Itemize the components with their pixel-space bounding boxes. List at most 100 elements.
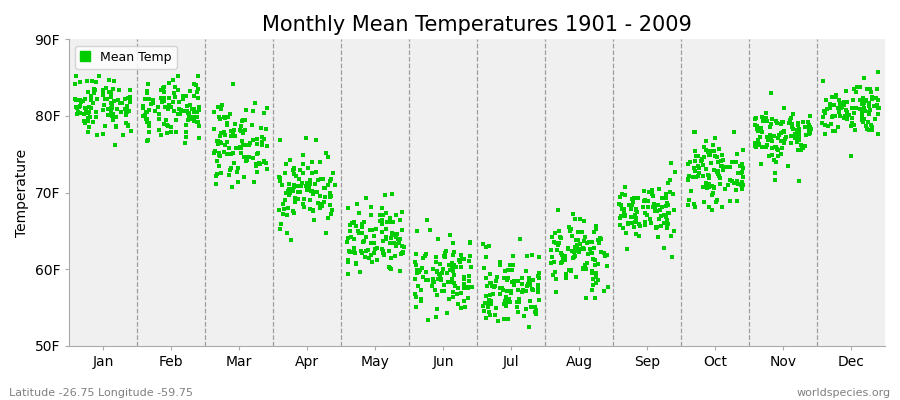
Point: [865, 124, 879, 130]
Point: [730, 198, 744, 204]
Point: [644, 220, 658, 226]
Point: [748, 140, 762, 146]
Point: [559, 271, 573, 277]
Point: [568, 244, 582, 250]
Point: [157, 84, 171, 90]
Point: [773, 130, 788, 136]
Point: [96, 86, 111, 93]
Point: [832, 112, 847, 119]
Point: [454, 305, 468, 312]
Point: [212, 114, 227, 120]
Point: [659, 191, 673, 198]
Point: [433, 275, 447, 281]
Point: [166, 108, 181, 114]
Point: [597, 288, 611, 294]
Point: [313, 176, 328, 182]
Point: [544, 260, 558, 266]
Point: [119, 106, 133, 112]
Point: [579, 266, 593, 272]
Point: [142, 120, 157, 126]
Point: [446, 252, 461, 258]
Point: [637, 222, 652, 228]
Point: [724, 159, 739, 166]
Point: [622, 202, 636, 208]
Point: [584, 250, 598, 256]
Point: [210, 158, 224, 164]
Point: [495, 284, 509, 291]
Point: [351, 228, 365, 234]
Point: [446, 248, 461, 255]
Point: [212, 139, 227, 145]
Point: [871, 104, 886, 111]
Point: [72, 104, 86, 110]
Point: [104, 109, 119, 115]
Point: [68, 97, 83, 104]
Point: [436, 282, 451, 288]
Point: [482, 243, 496, 249]
Point: [551, 207, 565, 213]
Point: [409, 304, 423, 310]
Point: [176, 93, 190, 99]
Point: [578, 234, 592, 240]
Point: [293, 189, 308, 195]
Point: [181, 117, 195, 124]
Point: [711, 168, 725, 174]
Point: [86, 86, 101, 92]
Point: [287, 184, 302, 190]
Point: [87, 90, 102, 96]
Point: [260, 104, 274, 111]
Point: [250, 136, 265, 142]
Point: [804, 126, 818, 132]
Point: [457, 281, 472, 287]
Point: [600, 251, 615, 258]
Point: [859, 96, 873, 103]
Point: [496, 275, 510, 281]
Point: [355, 248, 369, 254]
Point: [589, 274, 603, 280]
Point: [162, 80, 176, 87]
Point: [288, 199, 302, 205]
Point: [106, 117, 121, 123]
Point: [504, 261, 518, 268]
Point: [103, 77, 117, 84]
Point: [548, 240, 562, 246]
Point: [418, 253, 432, 259]
Point: [414, 298, 428, 304]
Point: [580, 260, 594, 266]
Point: [718, 164, 733, 170]
Point: [588, 294, 602, 301]
Point: [568, 216, 582, 222]
Point: [785, 124, 799, 130]
Point: [559, 275, 573, 281]
Point: [628, 215, 643, 221]
Point: [319, 185, 333, 192]
Point: [233, 128, 248, 134]
Point: [668, 169, 682, 175]
Point: [856, 100, 870, 107]
Point: [491, 318, 505, 324]
Point: [442, 261, 456, 268]
Point: [532, 269, 546, 276]
Point: [224, 151, 238, 157]
Point: [239, 154, 254, 160]
Point: [553, 234, 567, 240]
Point: [88, 109, 103, 116]
Point: [246, 137, 260, 143]
Point: [167, 89, 182, 96]
Point: [860, 86, 874, 92]
Point: [221, 172, 236, 179]
Point: [296, 196, 310, 202]
Point: [256, 110, 271, 116]
Point: [507, 277, 521, 284]
Point: [312, 201, 327, 207]
Point: [479, 254, 493, 260]
Point: [734, 182, 749, 189]
Point: [650, 202, 664, 208]
Point: [522, 279, 536, 286]
Point: [487, 284, 501, 290]
Point: [503, 298, 517, 305]
Point: [355, 220, 369, 227]
Point: [649, 224, 663, 230]
Point: [698, 154, 712, 160]
Point: [667, 228, 681, 234]
